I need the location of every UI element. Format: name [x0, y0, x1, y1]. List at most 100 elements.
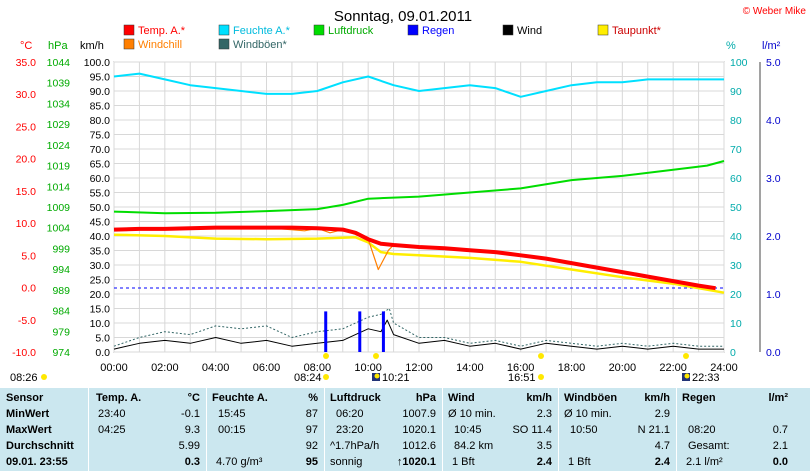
wind-tick-label: 5.0 — [95, 333, 110, 345]
humidity-tick-label: 60 — [730, 173, 742, 185]
press-min-time: 06:20 — [336, 408, 364, 420]
wind-max-time: 10:45 — [454, 424, 482, 436]
pressure-tick-label: 1039 — [47, 78, 71, 90]
rain-tick-label: 0.0 — [766, 347, 781, 359]
pressure-tick-label: 994 — [52, 264, 70, 276]
legend-swatch — [407, 24, 419, 36]
wind-tick-label: 85.0 — [90, 101, 111, 113]
legend-item-2: Luftdruck — [313, 24, 374, 37]
min-label: MinWert — [6, 408, 50, 420]
wind-avg-value: 2.3 — [536, 408, 552, 420]
rain-total-label: Gesamt: — [688, 440, 730, 452]
sun-icon — [323, 353, 329, 359]
sunset-label: 16:51 — [508, 372, 536, 384]
temp-tick-label: -10.0 — [12, 347, 36, 359]
col-humidity: Feuchte A. % 15:45 87 00:15 97 92 4.70 g… — [206, 388, 325, 471]
x-tick-label: 06:00 — [253, 362, 281, 374]
rain-tick-label: 3.0 — [766, 173, 781, 185]
x-tick-label: 10:00 — [354, 362, 382, 374]
pressure-tick-label: 979 — [52, 326, 70, 338]
pressure-tick-label: 989 — [52, 285, 70, 297]
wind-header: Wind — [448, 392, 475, 404]
series-luftdruck — [113, 160, 725, 215]
wind-tick-label: 90.0 — [90, 86, 111, 98]
press-current: ↑1020.1 — [396, 456, 436, 468]
wind-tick-label: 80.0 — [90, 115, 111, 127]
rain-tick-label: 4.0 — [766, 115, 781, 127]
col-sensor: Sensor MinWert MaxWert Durchschnitt 09.0… — [0, 388, 89, 471]
x-tick-label: 04:00 — [202, 362, 230, 374]
wind-tick-label: 0.0 — [95, 347, 110, 359]
wind-tick-label: 20.0 — [90, 289, 111, 301]
x-tick-label: 22:00 — [659, 362, 687, 374]
humidity-axis-unit: % — [726, 40, 736, 52]
hum-header: Feuchte A. — [212, 392, 268, 404]
hum-avg-value: 92 — [305, 440, 318, 452]
temp-tick-label: 35.0 — [16, 57, 37, 69]
wind-avg-label: Ø 10 min. — [448, 408, 496, 420]
rain-unit: l/m² — [768, 392, 788, 404]
wind-tick-label: 45.0 — [90, 217, 111, 229]
pressure-axis-unit: hPa — [48, 40, 68, 52]
wind-unit: km/h — [526, 392, 552, 404]
legend-item-0: Temp. A.* — [123, 24, 186, 37]
press-unit: hPa — [415, 392, 436, 404]
legend-item-3: Regen — [407, 24, 454, 37]
humidity-tick-label: 80 — [730, 115, 742, 127]
wind-tick-label: 70.0 — [90, 144, 111, 156]
legend-swatch — [502, 24, 514, 36]
copyright: © Weber Mike — [743, 6, 807, 17]
humidity-tick-label: 50 — [730, 202, 742, 214]
wind-tick-label: 15.0 — [90, 304, 111, 316]
temp-tick-label: -5.0 — [18, 315, 36, 327]
temp-header: Temp. A. — [96, 392, 142, 404]
wind-tick-label: 75.0 — [90, 130, 111, 142]
wind-axis-unit: km/h — [80, 40, 104, 52]
wind-tick-label: 55.0 — [90, 188, 111, 200]
x-tick-label: 14:00 — [456, 362, 484, 374]
temp-min-value: -0.1 — [181, 408, 200, 420]
humidity-tick-label: 40 — [730, 231, 742, 243]
pressure-tick-label: 974 — [52, 347, 70, 359]
temp-current: 0.3 — [184, 456, 200, 468]
temp-min-time: 23:40 — [98, 408, 126, 420]
x-tick-label: 24:00 — [710, 362, 738, 374]
sun-icon — [373, 353, 379, 359]
axes: 35.0 30.0 25.0 20.0 15.0 10.0 5.0 0.0 -5.0 -10.0 1… — [12, 57, 781, 374]
date-label: 09.01. 23:55 — [6, 456, 68, 468]
col-pressure: Luftdruck hPa 06:20 1007.9 23:20 1020.1 … — [324, 388, 443, 471]
press-max-value: 1020.1 — [402, 424, 436, 436]
humidity-tick-label: 90 — [730, 86, 742, 98]
chart-title: Sonntag, 09.01.2011 — [334, 8, 472, 25]
x-tick-label: 18:00 — [558, 362, 586, 374]
wind-current: 2.4 — [536, 456, 552, 468]
hum-max-value: 97 — [305, 424, 318, 436]
wind-tick-label: 50.0 — [90, 202, 111, 214]
press-min-value: 1007.9 — [402, 408, 436, 420]
wind-tick-label: 40.0 — [90, 231, 111, 243]
press-avg-value: 1012.6 — [402, 440, 436, 452]
legend-swatch — [123, 38, 135, 50]
legend: Temp. A.* Feuchte A.* Luftdruck Regen Wind Ta… — [123, 24, 662, 51]
marker-0824-label: 08:24 — [294, 372, 322, 384]
legend-item-7: Windböen* — [218, 38, 288, 51]
x-tick-label: 16:00 — [507, 362, 535, 374]
gust-max-value: N 21.1 — [637, 424, 670, 436]
wind-tick-label: 10.0 — [90, 318, 111, 330]
temp-axis-unit: °C — [20, 40, 32, 52]
pressure-tick-label: 1009 — [47, 202, 71, 214]
rain-max-time: 08:20 — [688, 424, 716, 436]
sun-icon — [41, 374, 47, 380]
temp-unit: °C — [187, 392, 200, 404]
temp-tick-label: 10.0 — [16, 218, 37, 230]
sunrise-label: 08:26 — [10, 372, 38, 384]
moonset-label: 22:33 — [692, 372, 720, 384]
legend-swatch — [313, 24, 325, 36]
temp-tick-label: 25.0 — [16, 121, 37, 133]
temp-tick-label: 20.0 — [16, 154, 37, 166]
gust-bft: 1 Bft — [568, 456, 591, 468]
wind-tick-label: 100.0 — [84, 57, 110, 69]
hum-absolute: 4.70 g/m³ — [216, 456, 263, 468]
legend-label: Windböen* — [233, 39, 288, 51]
col-gusts: Windböen km/h Ø 10 min. 2.9 10:50 N 21.1… — [558, 388, 677, 471]
